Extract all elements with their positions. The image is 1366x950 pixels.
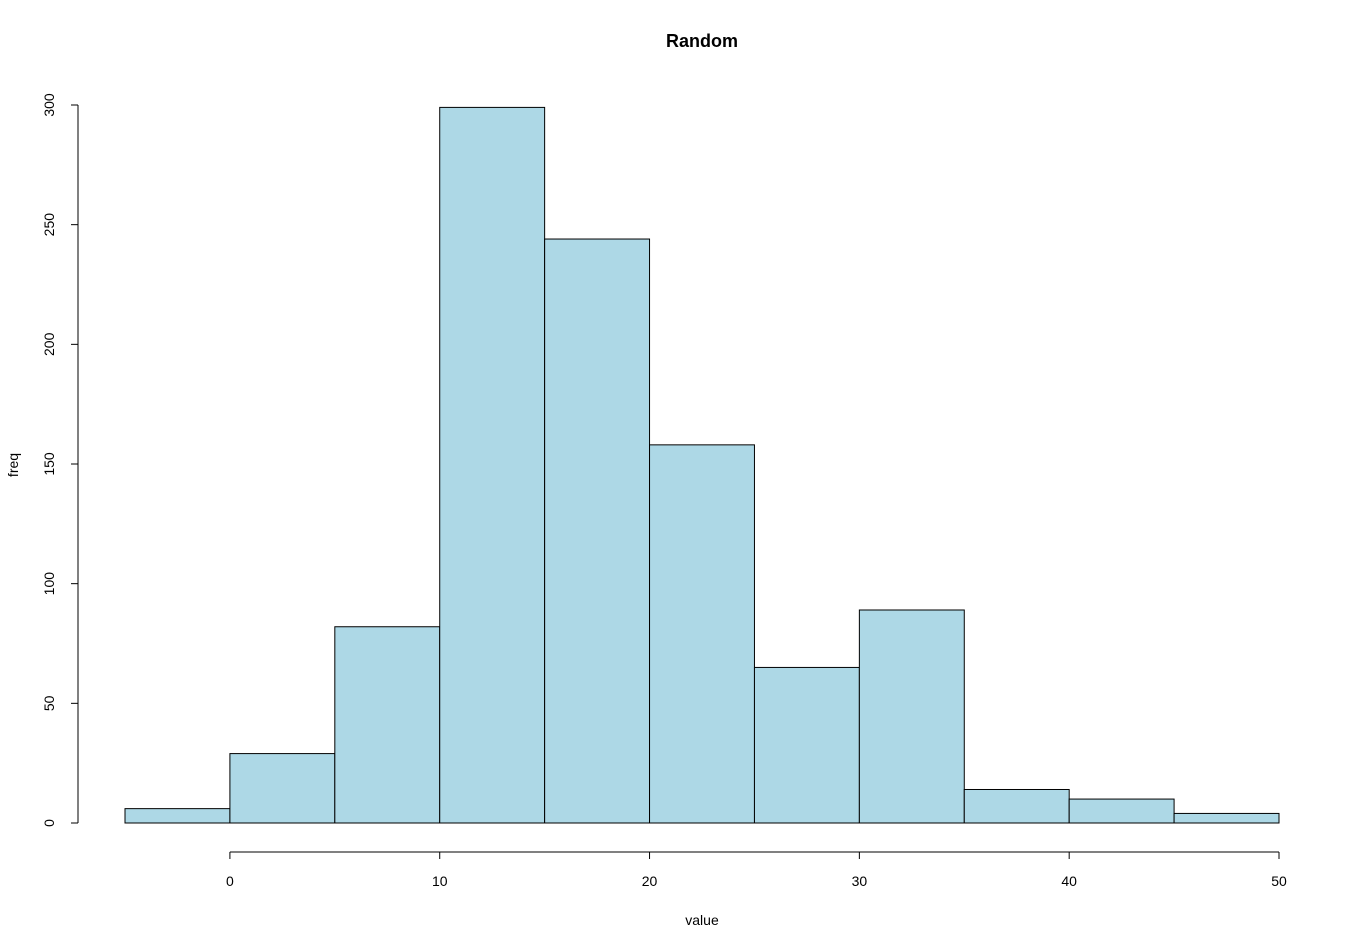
y-tick-label: 150 (41, 452, 57, 476)
x-tick-label: 40 (1061, 873, 1077, 889)
bar (229, 753, 336, 824)
bar (544, 238, 651, 824)
bar (1173, 812, 1280, 824)
bar (753, 666, 860, 824)
chart-title: Random (666, 31, 738, 51)
bar (649, 444, 755, 824)
bar (963, 788, 1070, 824)
y-tick-label: 0 (41, 819, 57, 827)
x-tick-label: 50 (1271, 873, 1287, 889)
bar (439, 106, 546, 824)
y-tick-label: 200 (41, 332, 57, 356)
x-tick-label: 30 (852, 873, 868, 889)
bar (1068, 798, 1175, 824)
y-tick-label: 50 (41, 695, 57, 711)
y-tick-label: 300 (41, 93, 57, 117)
y-axis-label: freq (5, 453, 21, 477)
x-axis-label: value (685, 912, 719, 928)
bar (334, 626, 441, 824)
bar (124, 808, 231, 824)
y-tick-label: 100 (41, 572, 57, 596)
y-tick-label: 250 (41, 213, 57, 237)
x-tick-label: 0 (226, 873, 234, 889)
bar (858, 609, 965, 824)
x-tick-label: 10 (432, 873, 448, 889)
x-tick-label: 20 (642, 873, 658, 889)
